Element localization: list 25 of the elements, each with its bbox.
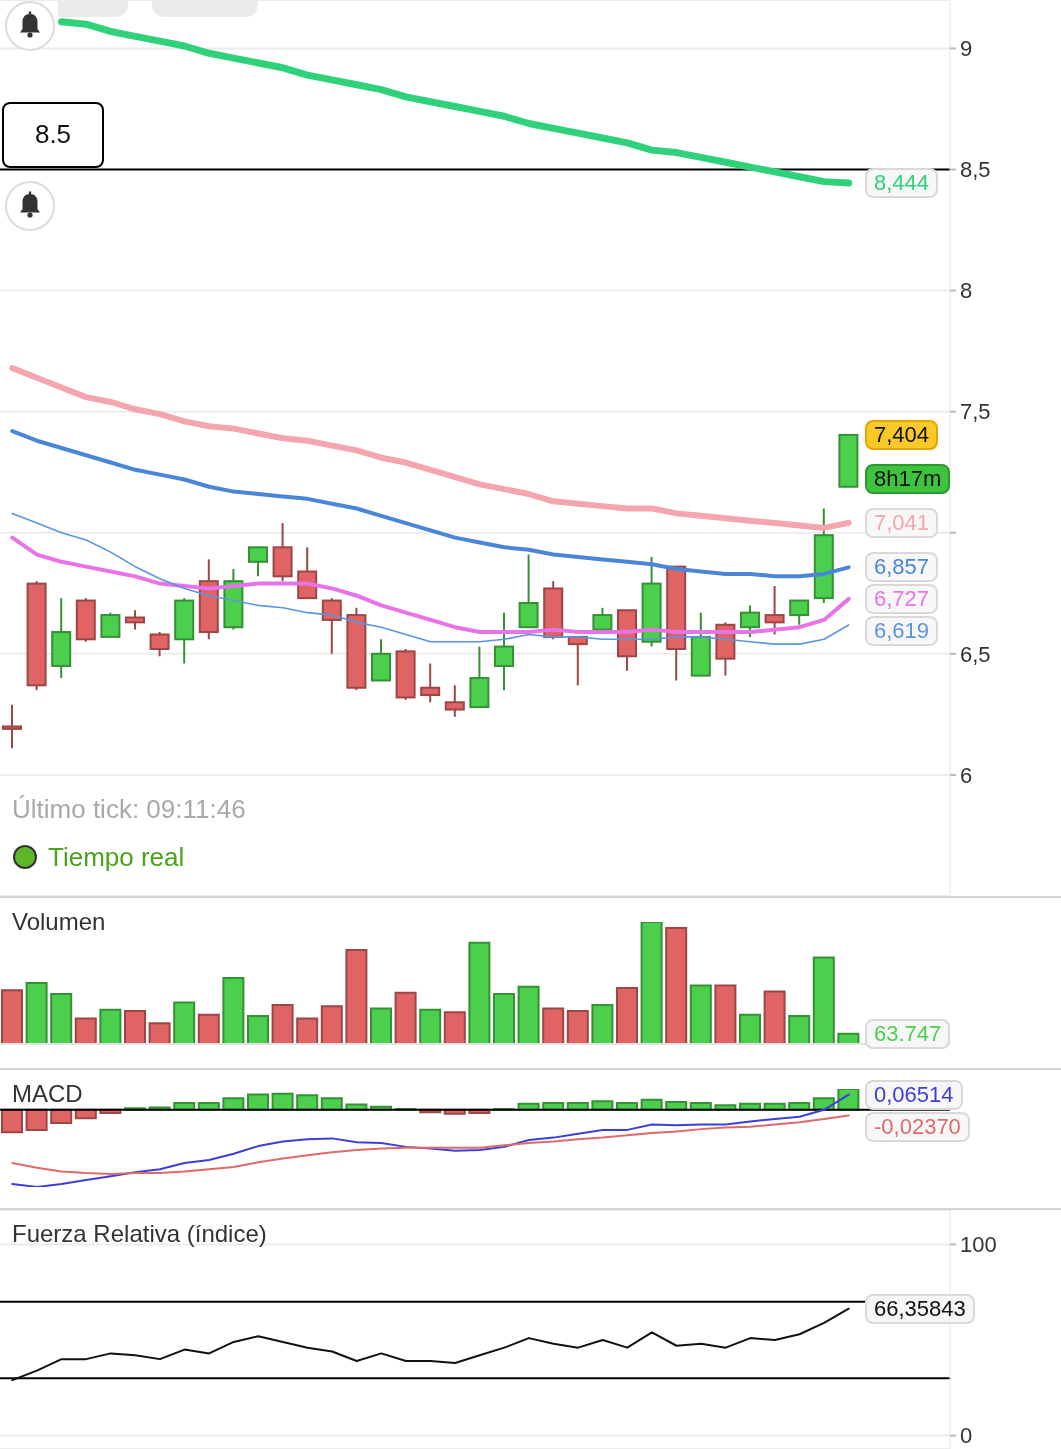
y-tick-label: 0: [960, 1423, 973, 1449]
text: 8h17m: [865, 463, 951, 494]
y-tick-label: 8,5: [960, 157, 991, 183]
text: 7,041: [865, 507, 939, 538]
text: 6,857: [865, 552, 939, 583]
text: 8,444: [865, 168, 939, 199]
text: 7,404: [865, 419, 939, 450]
text: 63.747: [865, 1018, 951, 1049]
text: -0,02370: [865, 1111, 970, 1142]
chart-title: Fuerza Relativa (índice): [12, 1220, 267, 1248]
text: 6,619: [865, 616, 939, 647]
y-tick-label: 9: [960, 36, 973, 62]
annotation: Último tick: 09:11:46: [12, 793, 246, 825]
y-tick-label: 7,5: [960, 399, 991, 425]
annotation: Tiempo real: [48, 841, 185, 873]
text: 0,06514: [865, 1079, 963, 1110]
y-tick-label: 8: [960, 278, 973, 304]
text: 6,727: [865, 584, 939, 615]
ref-line-label: 8.5: [2, 101, 104, 168]
data-label: 66,35843: [865, 1293, 975, 1324]
y-tick-label: 100: [960, 1232, 997, 1258]
chart-title: Volumen: [12, 908, 106, 936]
chart-title: MACD: [12, 1080, 83, 1108]
y-tick-label: 6: [960, 762, 973, 788]
y-tick-label: 6,5: [960, 641, 991, 667]
